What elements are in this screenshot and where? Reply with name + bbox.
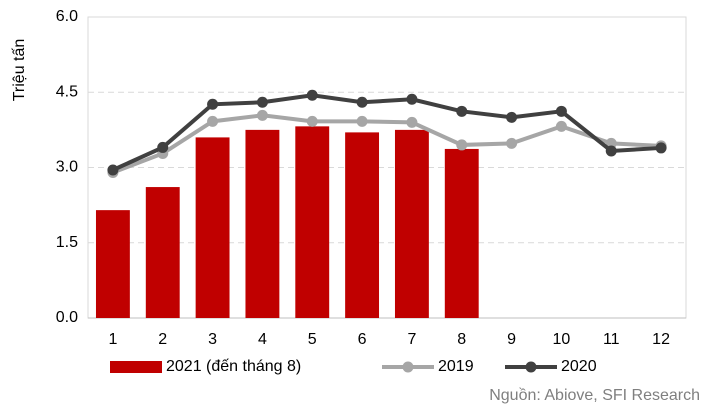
marker [306,89,318,101]
bar [95,210,130,318]
marker [356,96,368,108]
x-tick-label: 5 [308,331,317,348]
line [112,113,662,175]
legend-marker [525,361,537,373]
marker [207,115,219,127]
legend-marker [402,361,414,373]
x-tick-label: 12 [652,331,670,348]
x-tick-label: 1 [108,331,117,348]
bar [345,132,380,318]
legend-label: 2019 [438,358,474,375]
marker [506,137,518,149]
x-tick-label: 2 [158,331,167,348]
marker [207,98,219,110]
bar [444,148,479,318]
x-tick-label: 11 [603,331,620,348]
y-tick-label: 0.0 [56,309,78,326]
legend-swatch [110,361,162,373]
marker [256,96,268,108]
x-tick-label: 6 [358,331,367,348]
marker [655,142,667,154]
source-note: Nguồn: Abiove, SFI Research [489,387,700,404]
marker [506,111,518,123]
bar [195,137,230,318]
x-tick-label: 4 [258,331,267,348]
marker [605,137,617,149]
marker [356,115,368,127]
marker [456,139,468,151]
legend-label: 2021 (đến tháng 8) [166,358,301,375]
marker [306,115,318,127]
marker [406,116,418,128]
marker [555,120,567,132]
y-tick-label: 4.5 [56,83,78,100]
bar [245,129,280,318]
y-tick-label: 6.0 [56,8,78,25]
marker [256,109,268,121]
x-tick-label: 8 [457,331,466,348]
marker [406,93,418,105]
x-tick-label: 3 [208,331,217,348]
x-tick-label: 9 [507,331,516,348]
marker [456,105,468,117]
x-tick-label: 7 [407,331,416,348]
legend-label: 2020 [561,358,597,375]
y-axis-label: Triệu tấn [11,39,28,102]
bar [145,187,180,318]
marker [605,145,617,157]
marker [107,164,119,176]
y-tick-label: 3.0 [56,159,78,176]
marker [157,141,169,153]
marker [555,105,567,117]
x-tick-label: 10 [553,331,571,348]
line [112,93,662,172]
y-tick-label: 1.5 [56,234,78,251]
bar [295,126,330,318]
bar [394,129,429,318]
